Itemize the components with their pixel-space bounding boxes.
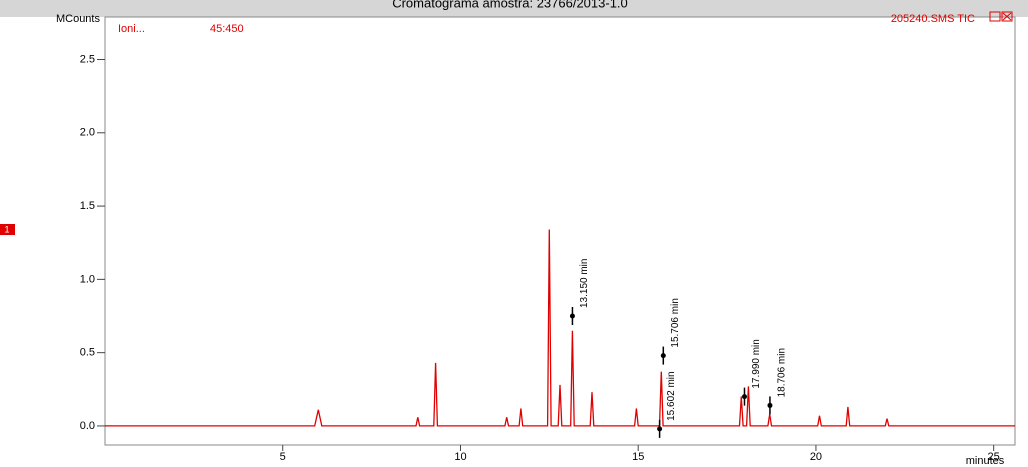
peak-annotation: 13.150 min	[579, 259, 590, 308]
x-tick-label: 5	[280, 451, 286, 463]
restore-button[interactable]	[989, 11, 1001, 22]
ion-label: Ioni...	[118, 23, 145, 35]
y-tick-label: 2.5	[80, 53, 95, 65]
y-axis-label: MCounts	[56, 13, 101, 25]
x-tick-label: 15	[632, 451, 644, 463]
trace-name: 205240.SMS TIC	[891, 13, 975, 25]
x-tick-label: 10	[454, 451, 466, 463]
y-tick-label: 0.0	[80, 420, 95, 432]
plot-frame	[104, 16, 1016, 446]
peak-point	[569, 313, 575, 319]
trace-marker	[0, 224, 15, 235]
close-button[interactable]	[1001, 11, 1013, 22]
peak-point	[660, 353, 666, 359]
peak-point	[741, 394, 747, 400]
y-tick-label: 1.5	[80, 200, 95, 212]
x-axis-label: minutes	[966, 455, 1005, 467]
chart-title: Cromatograma amostra: 23766/2013-1.0	[392, 0, 628, 10]
peak-annotation: 18.706 min	[777, 348, 788, 397]
y-tick-label: 1.0	[80, 273, 95, 285]
peak-point	[767, 402, 773, 408]
title-bar	[0, 0, 1028, 17]
x-tick-label: 25	[988, 451, 1000, 463]
close-icon	[1002, 12, 1012, 21]
y-tick-label: 0.5	[80, 347, 95, 359]
ion-range: 45:450	[210, 23, 244, 35]
trace-marker-label: 1	[4, 224, 9, 234]
y-tick-label: 2.0	[80, 127, 95, 139]
peak-annotation: 17.990 min	[751, 339, 762, 388]
peak-point	[657, 426, 663, 432]
trace-line	[105, 229, 1015, 427]
x-tick-label: 20	[810, 451, 822, 463]
peak-annotation: 15.602 min	[666, 371, 677, 420]
peak-annotation: 15.706 min	[670, 298, 681, 347]
